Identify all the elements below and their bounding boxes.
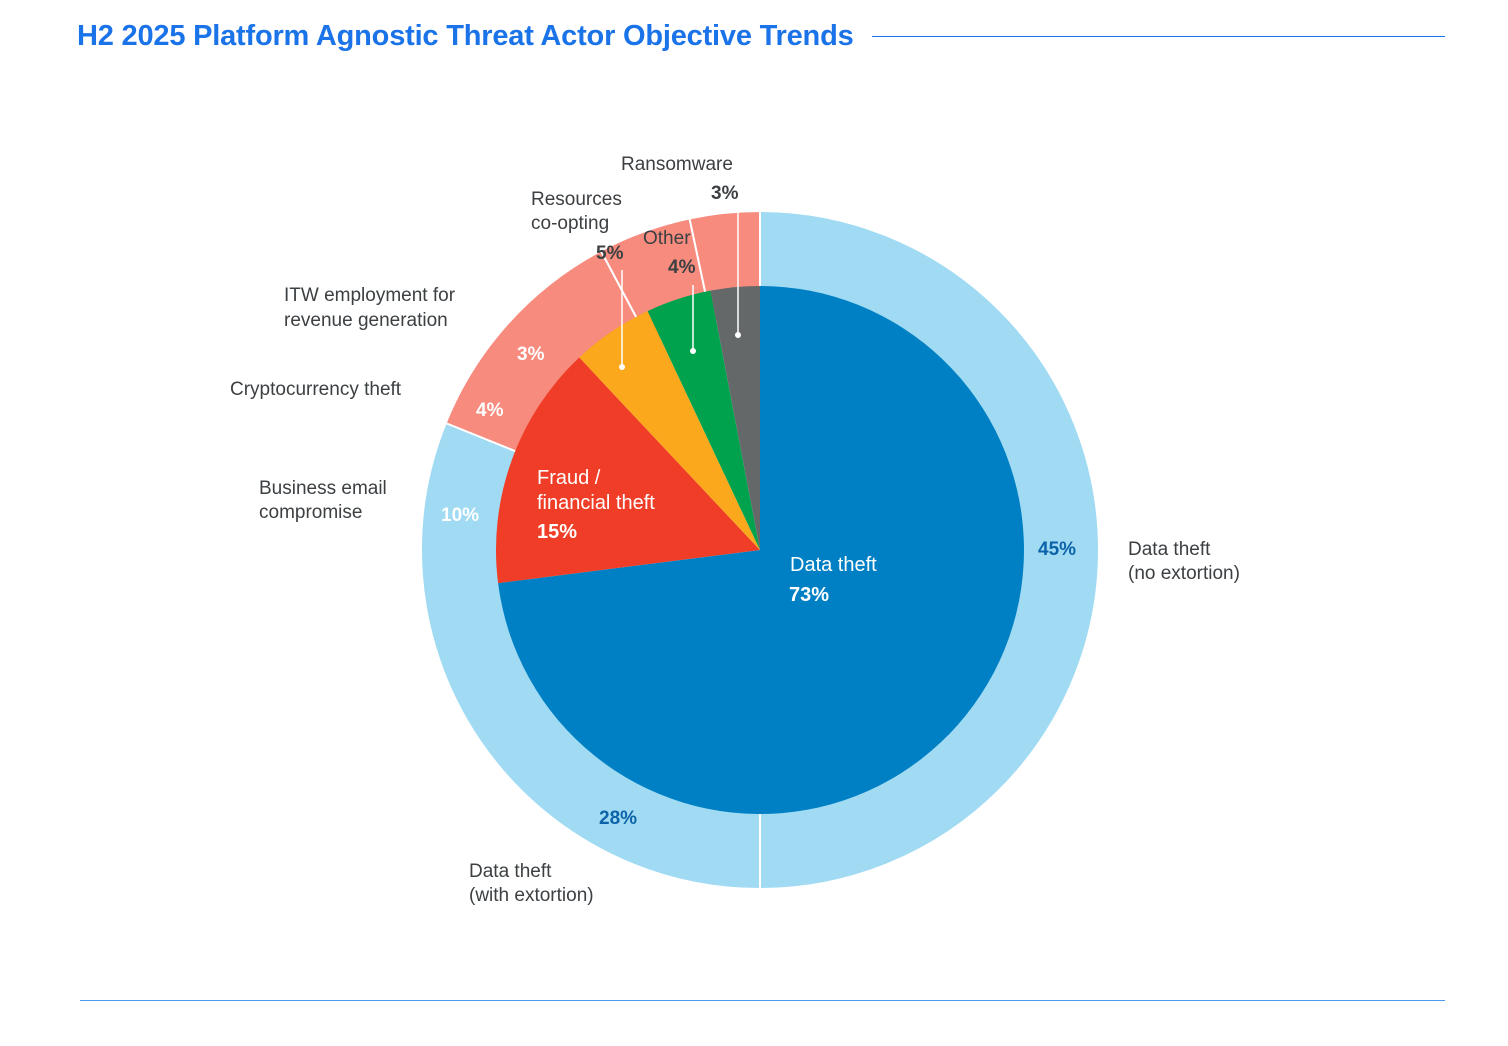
- label-bec-1: Business email: [259, 478, 387, 499]
- pct-fraud: 15%: [537, 521, 577, 543]
- pct-data-theft: 73%: [789, 584, 829, 606]
- inner-slice-fraud-financial-theft: [496, 357, 760, 584]
- pct-with-extortion: 28%: [599, 808, 637, 829]
- inner-slice-ransomware: [710, 286, 760, 550]
- label-resources-2: co-opting: [531, 213, 609, 234]
- label-other: Other: [643, 228, 691, 249]
- label-bec-2: compromise: [259, 502, 362, 523]
- inner-slice-data-theft: [498, 286, 1024, 814]
- label-data-theft: Data theft: [790, 554, 877, 576]
- pct-other: 4%: [668, 257, 696, 278]
- leader-dot-other: [690, 348, 696, 354]
- label-with-extortion-2: (with extortion): [469, 885, 594, 906]
- label-ransomware: Ransomware: [621, 154, 733, 175]
- leader-dot-ransomware: [735, 332, 741, 338]
- leader-dot-resources: [619, 364, 625, 370]
- pct-ransomware: 3%: [711, 183, 739, 204]
- pct-crypto: 4%: [476, 400, 504, 421]
- label-itw-2: revenue generation: [284, 310, 448, 331]
- inner-slice-resources-co-opting: [579, 311, 760, 550]
- pct-bec: 10%: [441, 505, 479, 526]
- bottom-rule: [80, 1000, 1445, 1001]
- pct-itw: 3%: [517, 344, 545, 365]
- label-resources-1: Resources: [531, 189, 622, 210]
- pct-no-extortion: 45%: [1038, 539, 1076, 560]
- label-no-extortion-1: Data theft: [1128, 539, 1211, 560]
- inner-slice-other: [647, 290, 760, 550]
- pct-resources: 5%: [596, 243, 624, 264]
- label-fraud-1: Fraud /: [537, 467, 601, 489]
- title-row: H2 2025 Platform Agnostic Threat Actor O…: [77, 14, 1445, 58]
- inner-pie: [496, 286, 1024, 814]
- label-crypto: Cryptocurrency theft: [230, 379, 402, 400]
- label-itw-1: ITW employment for: [284, 285, 456, 306]
- label-no-extortion-2: (no extortion): [1128, 563, 1240, 584]
- leader-lines: [619, 210, 741, 370]
- page-title: H2 2025 Platform Agnostic Threat Actor O…: [77, 19, 854, 52]
- label-with-extortion-1: Data theft: [469, 861, 552, 882]
- title-rule: [871, 35, 1445, 37]
- label-fraud-2: financial theft: [537, 492, 655, 514]
